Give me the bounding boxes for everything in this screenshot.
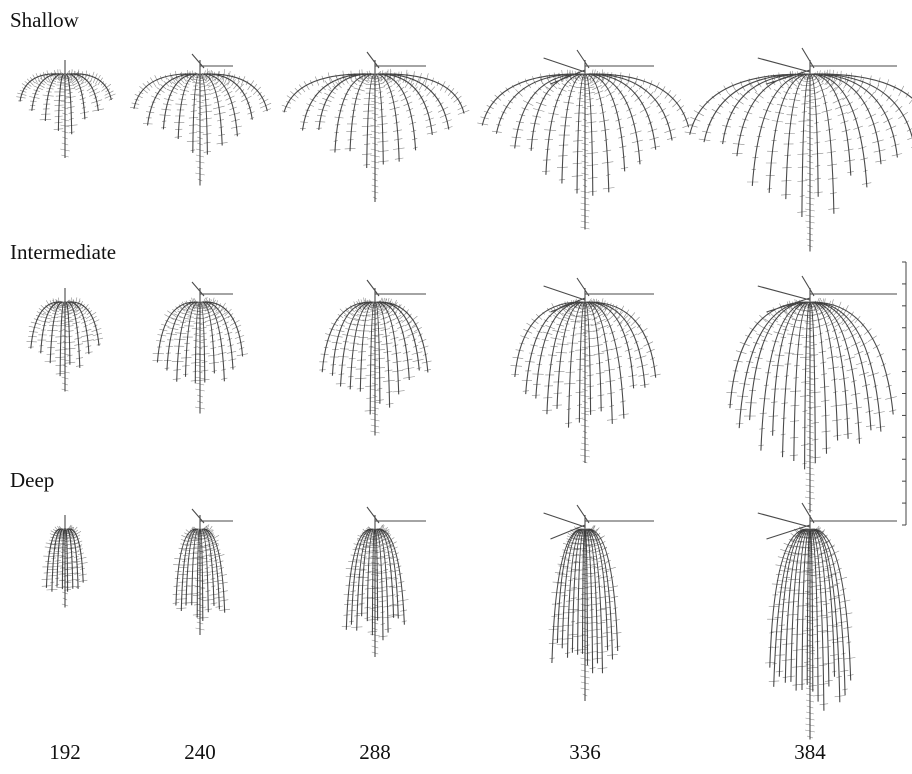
row-label: Shallow: [10, 8, 80, 32]
column-label: 192: [49, 740, 81, 764]
root-system: [757, 502, 897, 740]
root-system: [30, 288, 100, 392]
root-system: [345, 506, 426, 657]
column-label: 240: [184, 740, 216, 764]
root-system: [19, 60, 112, 158]
column-label: 288: [359, 740, 391, 764]
column-label: 384: [794, 740, 826, 764]
row-label: Deep: [10, 468, 54, 492]
root-system: [321, 279, 429, 436]
root-system: [481, 49, 690, 230]
root-system: [175, 508, 233, 635]
root-laterals: [130, 68, 272, 182]
root-laterals: [16, 69, 116, 158]
scale-bar: [902, 261, 907, 526]
root-system: [283, 51, 465, 202]
row-label: Intermediate: [10, 240, 116, 264]
root-system: [133, 53, 268, 186]
root-system: [514, 277, 657, 463]
root-system: [45, 515, 84, 608]
root-laterals: [684, 69, 912, 248]
root-system: [689, 47, 912, 252]
root-system: [543, 504, 654, 701]
column-label: 336: [569, 740, 601, 764]
root-system: [729, 275, 897, 513]
root-system: [156, 281, 244, 414]
